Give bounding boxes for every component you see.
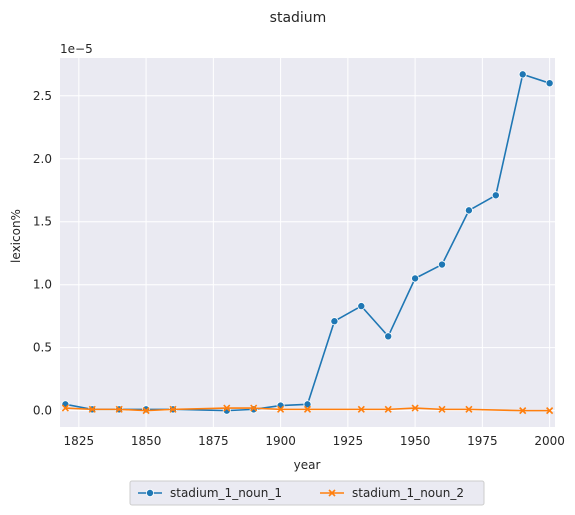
- data-point-stroke: [115, 405, 123, 413]
- data-point-stroke: [142, 407, 150, 415]
- data-point: [545, 79, 554, 88]
- data-point-stroke: [61, 404, 69, 412]
- data-point: [145, 488, 154, 497]
- series-stadium_1_noun_2: [61, 404, 554, 415]
- data-point-stroke: [546, 407, 554, 415]
- y-tick-label: 2.0: [33, 152, 52, 166]
- y-tick-label: 0.5: [33, 341, 52, 355]
- data-point: [142, 405, 151, 414]
- legend-label: stadium_1_noun_2: [352, 486, 464, 500]
- data-point: [223, 404, 231, 412]
- legend-label: stadium_1_noun_1: [170, 486, 282, 500]
- data-point: [546, 407, 554, 415]
- x-tick-label: 1825: [64, 434, 95, 448]
- y-axis-label: lexicon%: [9, 209, 23, 263]
- data-point: [249, 405, 258, 414]
- data-point-stroke: [277, 405, 285, 413]
- data-point: [384, 405, 392, 413]
- data-point: [250, 404, 258, 412]
- x-tick-label: 1875: [198, 434, 229, 448]
- data-point-stroke: [411, 404, 419, 412]
- x-tick-label: 2000: [534, 434, 565, 448]
- legend-entry: stadium_1_noun_1: [138, 486, 282, 500]
- data-point-stroke: [88, 405, 96, 413]
- data-point: [330, 317, 339, 326]
- data-point: [328, 489, 336, 497]
- data-point: [519, 407, 527, 415]
- data-point-stroke: [465, 405, 473, 413]
- data-point-stroke: [328, 489, 336, 497]
- data-point: [277, 405, 285, 413]
- data-point-stroke: [357, 405, 365, 413]
- data-point: [438, 260, 447, 269]
- plot-area: [60, 58, 555, 427]
- series-line: [65, 73, 550, 412]
- y-tick-label: 1.5: [33, 215, 52, 229]
- legend-box: [129, 480, 485, 506]
- data-point: [115, 405, 123, 413]
- y-tick-label: 2.5: [33, 89, 52, 103]
- data-point: [142, 407, 150, 415]
- y-axis-ticks: 0.0 0.5 1.0 1.5 2.0 2.5: [33, 89, 52, 418]
- x-tick-label: 1900: [265, 434, 296, 448]
- series-layer: [61, 70, 554, 415]
- series-line: [65, 407, 550, 412]
- data-point: [357, 302, 366, 311]
- data-point: [384, 332, 393, 341]
- x-tick-label: 1850: [131, 434, 162, 448]
- data-point: [465, 405, 473, 413]
- x-axis-label: year: [294, 458, 321, 472]
- legend-entry: stadium_1_noun_2: [320, 486, 464, 500]
- data-point: [411, 404, 419, 412]
- data-point: [438, 405, 446, 413]
- data-point: [464, 206, 473, 215]
- data-point: [491, 191, 500, 200]
- x-axis-ticks: 1825 1850 1875 1900 1925 1950 1975 2000: [64, 434, 565, 448]
- data-point-stroke: [438, 405, 446, 413]
- data-point: [276, 401, 285, 410]
- data-point: [88, 405, 96, 413]
- data-point-stroke: [250, 404, 258, 412]
- y-axis-multiplier: 1e−5: [60, 42, 93, 56]
- plot-background: [60, 58, 555, 427]
- data-point: [169, 405, 177, 413]
- data-point: [61, 404, 69, 412]
- chart-title: stadium: [270, 10, 327, 26]
- data-point-stroke: [223, 404, 231, 412]
- legend: stadium_1_noun_1 stadium_1_noun_2: [129, 480, 485, 506]
- data-point-stroke: [303, 405, 312, 413]
- data-point: [518, 70, 527, 79]
- y-tick-label: 1.0: [33, 278, 52, 292]
- x-tick-label: 1925: [333, 434, 364, 448]
- data-point-stroke: [384, 405, 392, 413]
- data-point: [357, 405, 365, 413]
- data-point: [411, 274, 420, 283]
- data-point-stroke: [169, 405, 177, 413]
- x-tick-label: 1975: [467, 434, 498, 448]
- data-point: [303, 400, 312, 409]
- data-point: [61, 400, 70, 409]
- data-point-stroke: [519, 407, 527, 415]
- x-tick-label: 1950: [400, 434, 431, 448]
- data-point: [303, 405, 312, 413]
- y-tick-label: 0.0: [33, 404, 52, 418]
